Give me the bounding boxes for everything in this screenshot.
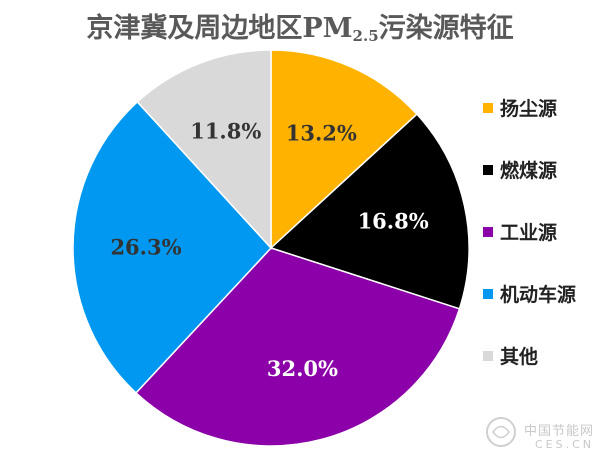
legend-label: 燃煤源 [500,160,558,182]
legend-swatch [483,164,493,175]
legend-swatch [483,226,493,237]
legend-item: 工业源 [483,219,576,244]
pie-slice [72,100,273,394]
slice-data-label: 16.8% [358,208,429,233]
legend-label: 其他 [500,346,539,368]
pie-slice [270,49,418,250]
legend-swatch [483,102,493,113]
slice-data-label: 26.3% [110,234,181,259]
legend-item: 机动车源 [483,281,576,306]
legend-item: 燃煤源 [483,157,576,182]
legend-label: 工业源 [500,222,558,244]
pie-slice [269,113,470,310]
legend-item: 其他 [483,343,576,368]
slice-data-label: 13.2% [286,121,357,146]
chart-legend: 扬尘源燃煤源工业源机动车源其他 [483,95,576,405]
legend-item: 扬尘源 [483,95,576,120]
watermark-logo-icon [486,417,516,447]
watermark-en: CES.CN [534,437,594,451]
legend-swatch [483,350,493,361]
legend-label: 扬尘源 [500,98,558,120]
legend-swatch [483,288,493,299]
watermark: 中国节能网 CES.CN [523,423,594,451]
chart-title: 京津冀及周边地区PM2.5污染源特征 [86,13,514,45]
slice-data-label: 32.0% [267,356,338,381]
slice-data-label: 11.8% [190,118,261,143]
pie-slice [136,49,272,250]
legend-label: 机动车源 [500,284,577,306]
watermark-cn: 中国节能网 [523,423,594,439]
pie-slice [134,247,461,447]
